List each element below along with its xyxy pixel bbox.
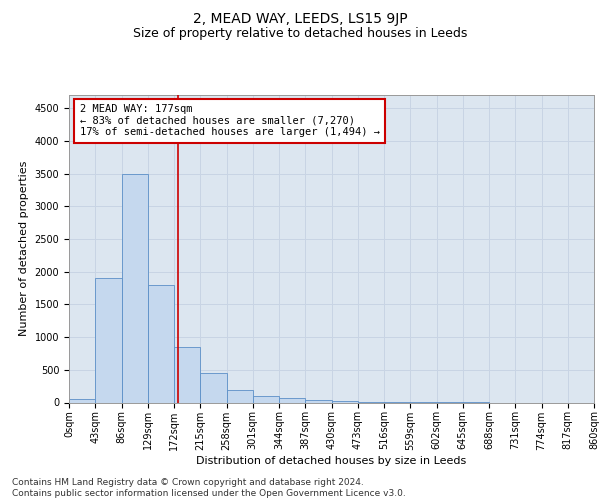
Bar [331, 401, 358, 402]
X-axis label: Distribution of detached houses by size in Leeds: Distribution of detached houses by size … [196, 456, 467, 466]
Bar [69, 399, 95, 402]
Bar [200, 373, 227, 402]
Bar [305, 400, 331, 402]
Bar [253, 396, 279, 402]
Text: Contains HM Land Registry data © Crown copyright and database right 2024.
Contai: Contains HM Land Registry data © Crown c… [12, 478, 406, 498]
Y-axis label: Number of detached properties: Number of detached properties [19, 161, 29, 336]
Text: 2, MEAD WAY, LEEDS, LS15 9JP: 2, MEAD WAY, LEEDS, LS15 9JP [193, 12, 407, 26]
Bar [227, 390, 253, 402]
Text: Size of property relative to detached houses in Leeds: Size of property relative to detached ho… [133, 28, 467, 40]
Bar [279, 398, 305, 402]
Bar [148, 284, 174, 403]
Bar [174, 347, 200, 403]
Bar [121, 174, 148, 402]
Text: 2 MEAD WAY: 177sqm
← 83% of detached houses are smaller (7,270)
17% of semi-deta: 2 MEAD WAY: 177sqm ← 83% of detached hou… [79, 104, 380, 138]
Bar [95, 278, 121, 402]
